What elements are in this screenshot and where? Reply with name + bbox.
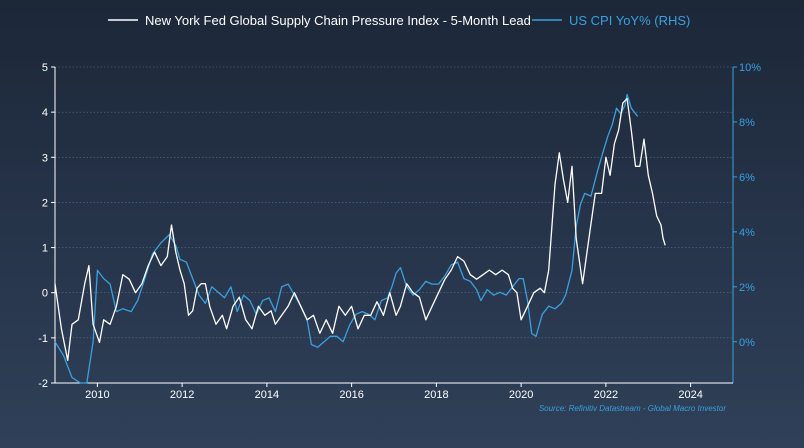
y-right-tick-label: 10% bbox=[739, 62, 761, 74]
series bbox=[54, 93, 666, 384]
source-note: Source: Refinitiv Datastream - Global Ma… bbox=[539, 404, 727, 413]
series-line-gscpi bbox=[54, 97, 666, 362]
y-left-tick-label: 3 bbox=[42, 152, 48, 164]
grid bbox=[55, 66, 733, 384]
y-left-tick-label: 5 bbox=[42, 62, 48, 74]
legend-label-cpi: US CPI YoY% (RHS) bbox=[569, 13, 690, 28]
y-left-tick-label: 2 bbox=[42, 197, 48, 209]
y-right-tick-label: 2% bbox=[739, 282, 755, 294]
y-left-tick-label: 0 bbox=[42, 288, 48, 300]
x-tick-label: 2018 bbox=[424, 389, 448, 401]
x-tick-label: 2022 bbox=[594, 389, 618, 401]
legend-label-gscpi: New York Fed Global Supply Chain Pressur… bbox=[145, 13, 531, 28]
legend: New York Fed Global Supply Chain Pressur… bbox=[108, 13, 690, 28]
series-line-cpi bbox=[54, 93, 639, 384]
x-tick-label: 2024 bbox=[678, 389, 702, 401]
x-tick-label: 2016 bbox=[339, 389, 363, 401]
x-tick-label: 2020 bbox=[509, 389, 533, 401]
y-right-tick-label: 8% bbox=[739, 117, 755, 129]
x-tick-label: 2014 bbox=[255, 389, 279, 401]
y-left-tick-label: 1 bbox=[42, 243, 48, 255]
y-left-tick-label: 4 bbox=[42, 107, 48, 119]
y-right-tick-label: 6% bbox=[739, 172, 755, 184]
axes: -2 -1 0 1 2 3 4 5 0% 2% 4% 6% 8% 10% 2010 2012 2014 2016 2… bbox=[38, 62, 761, 401]
x-tick-label: 2012 bbox=[170, 389, 194, 401]
y-right-tick-label: 4% bbox=[739, 227, 755, 239]
y-left-tick-label: -1 bbox=[38, 333, 48, 345]
x-tick-label: 2010 bbox=[85, 389, 109, 401]
y-right-tick-label: 0% bbox=[739, 337, 755, 349]
y-left-tick-label: -2 bbox=[38, 378, 48, 390]
